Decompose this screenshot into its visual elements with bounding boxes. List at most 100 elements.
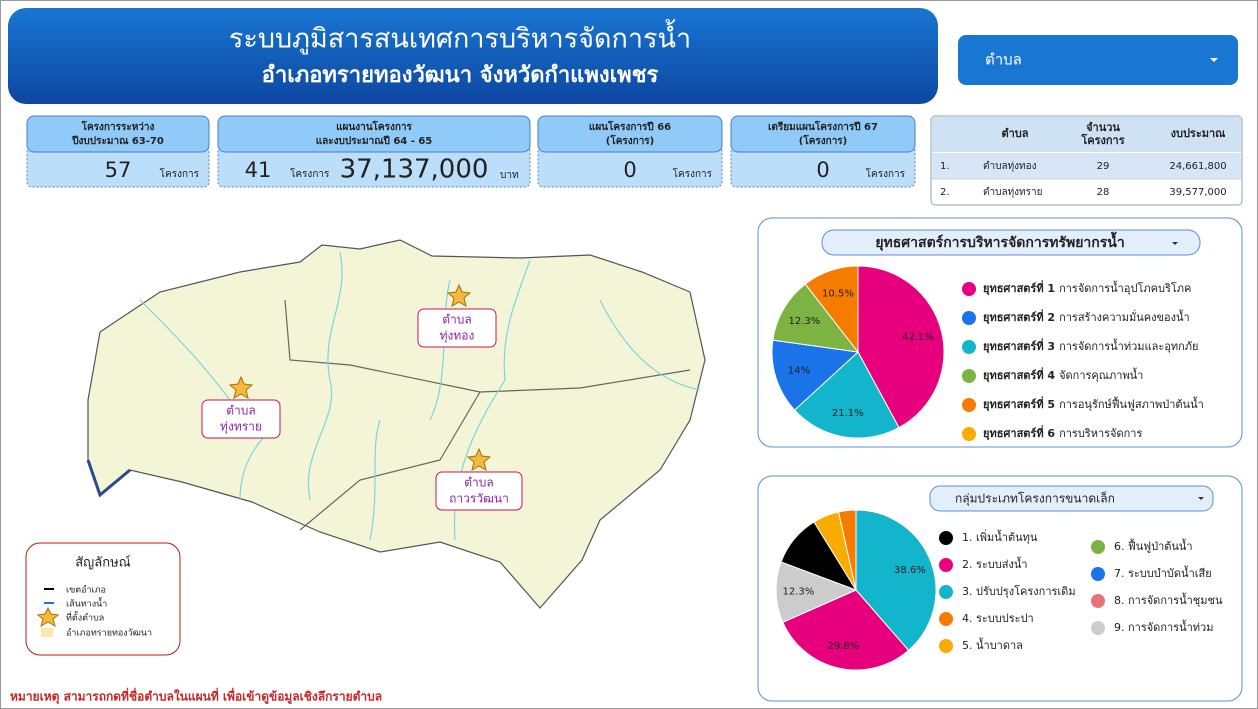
- kpi-unit: โครงการ: [866, 167, 906, 180]
- place-label: ทุ่งทอง: [440, 329, 475, 344]
- map-legend: [25, 542, 181, 656]
- kpi-title: โครงการระหว่าง: [81, 120, 155, 133]
- place-label: ตำบล: [226, 404, 256, 418]
- table-cell: ตำบลทุ่งทราย: [983, 187, 1043, 198]
- legend-bold: ยุทธศาสตร์ที่ 1: [983, 280, 1055, 296]
- legend-text: การจัดการน้ำท่วมและอุทกภัย: [1059, 338, 1198, 353]
- kpi-value: 41: [245, 158, 272, 182]
- map-legend-item: ที่ตั้งตำบล: [66, 611, 104, 624]
- pie-slice: [837, 509, 857, 591]
- kpi-title: แผนโครงการปี 66: [589, 120, 671, 133]
- kpi-header: [26, 115, 210, 153]
- table-cell: 1.: [940, 161, 950, 172]
- slice-label: 14%: [788, 365, 810, 376]
- kpi-header: [537, 115, 723, 153]
- groups-dropdown[interactable]: [929, 485, 1214, 512]
- waterway: [139, 251, 701, 541]
- legend-label: 3. ปรับปรุงโครงการเดิม: [962, 584, 1076, 598]
- slice-label: 29.8%: [828, 641, 860, 652]
- note: หมายเหตุ สามารถกดที่ชื่อตำบลในแผนที่ เพื…: [10, 688, 382, 705]
- place-star: [228, 375, 254, 400]
- legend-bold: ยุทธศาสตร์ที่ 2: [983, 309, 1055, 325]
- legend-label: 4. ระบบประปา: [962, 612, 1034, 625]
- subdistrict-border: [284, 299, 691, 531]
- legend-icon: [36, 606, 60, 628]
- table-cell: ตำบลทุ่งทอง: [983, 161, 1037, 172]
- kpi-body: [217, 145, 531, 188]
- kpi-title: แผนงานโครงการ: [336, 120, 412, 133]
- groups-dropdown-label: กลุ่มประเภทโครงการขนาดเล็ก: [955, 491, 1115, 507]
- legend-text: การบริหารจัดการ: [1059, 427, 1142, 440]
- legend-label: 2. ระบบส่งน้ำ: [962, 556, 1028, 571]
- kpi-amount-unit: บาท: [500, 170, 519, 181]
- strategy-dropdown-label: ยุทธศาสตร์การบริหารจัดการทรัพยากรน้ำ: [875, 231, 1124, 251]
- pie-slice: [793, 351, 900, 439]
- title: ระบบภูมิสารสนเทศการบริหารจัดการน้ำ: [229, 19, 691, 55]
- place-star: [466, 447, 492, 472]
- legend-text: การจัดการน้ำอุปโภคบริโภค: [1059, 280, 1191, 295]
- legend-dot: [1091, 594, 1105, 608]
- kpi-value: 0: [623, 158, 636, 182]
- pie-slice: [855, 509, 937, 652]
- column-header: งบประมาณ: [1171, 127, 1227, 140]
- district-edge: [86, 459, 131, 498]
- strategy-dropdown[interactable]: [821, 229, 1201, 256]
- legend-label: ยุทธศาสตร์ที่ 3 การจัดการน้ำท่วมและอุทกภั…: [983, 338, 1199, 354]
- place-star: [446, 283, 472, 308]
- legend-dot: [962, 282, 976, 296]
- map-legend-item: เขตอำเภอ: [66, 585, 106, 596]
- legend-label: 1. เพิ่มน้ำต้นทุน: [962, 529, 1038, 544]
- place-label: ทุ่งทราย: [220, 420, 262, 435]
- kpi-header: [730, 115, 916, 153]
- legend-dot: [1091, 567, 1105, 581]
- column-header: โครงการ: [1080, 133, 1124, 147]
- place-label-box[interactable]: [201, 399, 281, 439]
- legend-dot: [962, 398, 976, 412]
- slice-label: 12.3%: [783, 587, 815, 598]
- table-cell: 29: [1097, 161, 1110, 172]
- table-header: [932, 117, 1241, 152]
- legend-text: การสร้างความมั่นคงของน้ำ: [1059, 309, 1190, 324]
- kpi-unit: โครงการ: [673, 167, 713, 180]
- slice-label: 38.6%: [894, 565, 926, 576]
- place-label-box[interactable]: [435, 471, 523, 511]
- table-cell: 2.: [940, 187, 950, 198]
- legend-dot: [962, 340, 976, 354]
- legend-bold: ยุทธศาสตร์ที่ 5: [983, 396, 1055, 412]
- slice-label: 10.5%: [822, 288, 854, 299]
- legend-dot: [939, 531, 953, 545]
- legend-label: 9. การจัดการน้ำท่วม: [1114, 619, 1213, 634]
- legend-dot: [962, 369, 976, 383]
- kpi-title: เตรียมแผนโครงการปี 67: [768, 120, 878, 133]
- legend-dot: [962, 427, 976, 441]
- legend-label: ยุทธศาสตร์ที่ 5 การอนุรักษ์ฟื้นฟูสภาพป่าต…: [983, 396, 1204, 412]
- slice-label: 21.1%: [832, 408, 864, 419]
- subtitle: อำเภอทรายทองวัฒนา จังหวัดกำแพงเพชร: [262, 63, 659, 88]
- column-header: ตำบล: [1001, 127, 1028, 140]
- filter-label: ตำบล: [985, 51, 1022, 69]
- table-cell: 28: [1097, 187, 1110, 198]
- legend-dot: [939, 558, 953, 572]
- legend-label: ยุทธศาสตร์ที่ 2 การสร้างความมั่นคงของน้ำ: [983, 309, 1190, 325]
- place-label-box[interactable]: [417, 308, 497, 348]
- legend-dot: [1091, 540, 1105, 554]
- column-header: จำนวน: [1086, 121, 1120, 134]
- filter-dropdown[interactable]: [958, 35, 1238, 85]
- table-cell: 39,577,000: [1169, 187, 1226, 198]
- legend-dot: [962, 311, 976, 325]
- kpi-title: (โครงการ): [606, 134, 655, 147]
- slice-label: 12.3%: [789, 316, 821, 327]
- map-legend-item: อำเภอทรายทองวัฒนา: [66, 628, 152, 639]
- map-legend-item: เส้นทางน้ำ: [66, 597, 107, 610]
- kpi-title: ปีงบประมาณ 63-70: [72, 135, 164, 147]
- legend-label: ยุทธศาสตร์ที่ 6 การบริหารจัดการ: [983, 425, 1142, 441]
- kpi-amount: 37,137,000: [340, 155, 489, 185]
- legend-dot: [939, 612, 953, 626]
- dropdown-arrow: [1172, 242, 1178, 245]
- pie-slice: [782, 589, 910, 671]
- legend-label: 5. น้ำบาดาล: [962, 637, 1023, 652]
- kpi-unit: โครงการ: [290, 167, 330, 180]
- legend-text: การอนุรักษ์ฟื้นฟูสภาพป่าต้นน้ำ: [1059, 396, 1204, 411]
- slice-label: 42.1%: [902, 332, 934, 343]
